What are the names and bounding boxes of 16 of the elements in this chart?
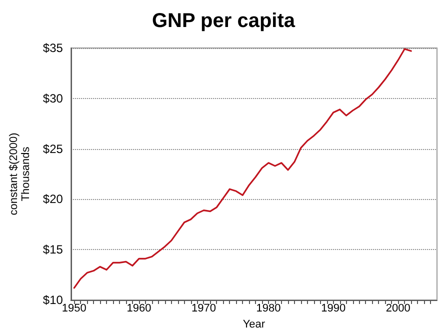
x-tick-label: 1970 <box>192 302 216 314</box>
y-tick-label: $30 <box>42 91 64 106</box>
y-tick-label: $25 <box>42 142 64 156</box>
y-tick-label: $10 <box>42 293 64 307</box>
x-tick-label: 1960 <box>126 302 152 314</box>
chart-title: GNP per capita <box>152 10 296 32</box>
y-tick-label: $15 <box>42 242 64 257</box>
x-tick-label: 1980 <box>256 302 281 314</box>
x-axis-title: Year <box>242 318 266 330</box>
x-tick-label: 2000 <box>386 302 410 314</box>
x-tick-label: 1990 <box>321 302 346 314</box>
line-series <box>73 48 412 289</box>
x-tick-label: 1950 <box>62 302 86 314</box>
y-tick-label: $35 <box>42 41 64 55</box>
y-tick-label: $20 <box>42 192 64 206</box>
y-axis-title: constant $(2000) Thousands <box>8 132 32 216</box>
